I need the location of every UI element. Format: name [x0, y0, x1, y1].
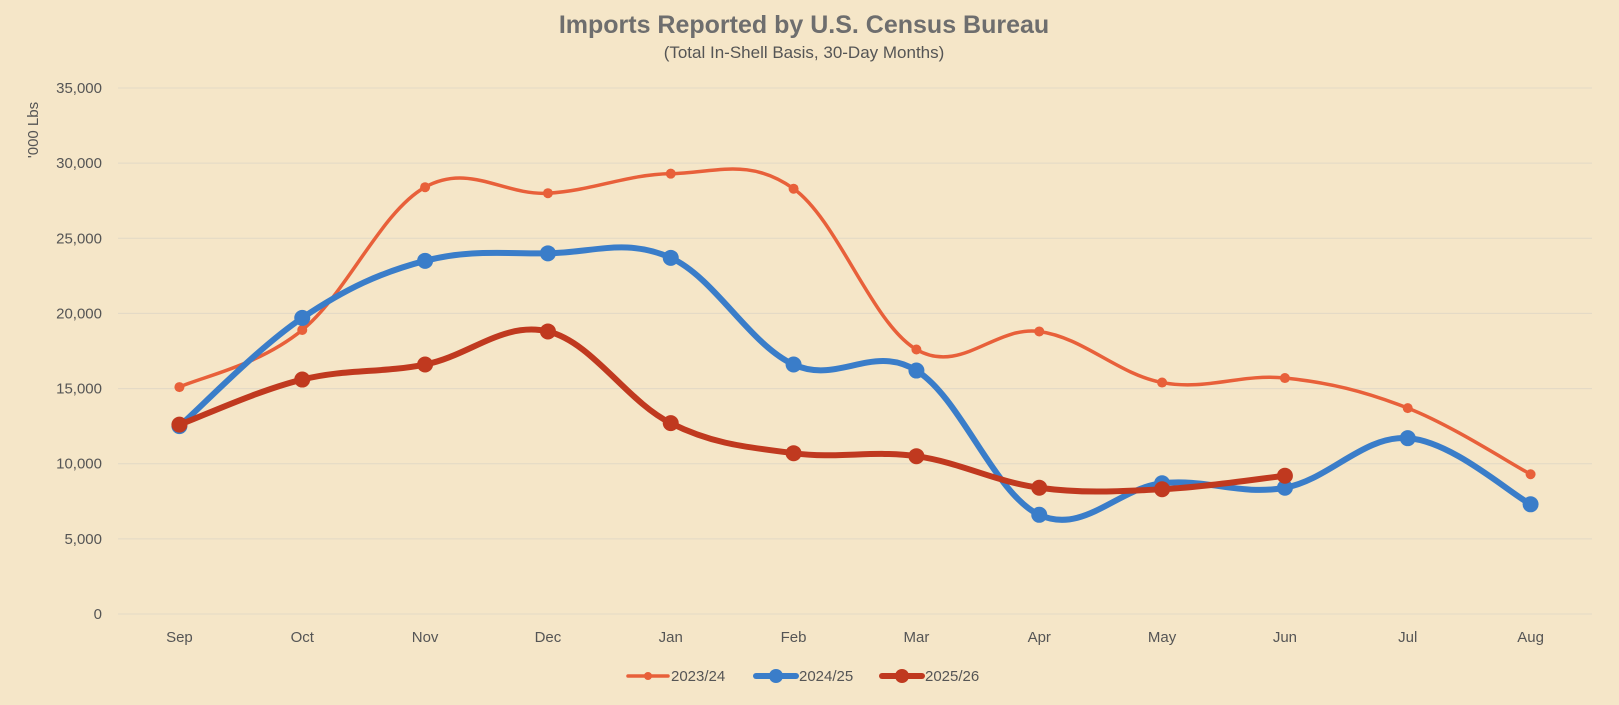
legend-marker [644, 672, 652, 680]
x-tick-label: May [1148, 629, 1177, 646]
data-point [1276, 479, 1293, 496]
y-tick-label: 0 [94, 606, 102, 623]
data-point [417, 356, 434, 373]
data-point [788, 183, 799, 194]
data-point [1276, 467, 1293, 484]
x-tick-label: Oct [291, 629, 315, 646]
y-tick-label: 35,000 [56, 80, 102, 97]
chart-subtitle: (Total In-Shell Basis, 30-Day Months) [664, 43, 945, 62]
data-point [417, 252, 434, 269]
data-point [174, 382, 185, 393]
grid-lines [118, 87, 1592, 615]
data-point [1399, 430, 1416, 447]
series-2025-26 [171, 323, 1293, 498]
data-point [1031, 506, 1048, 523]
legend-item: 2024/25 [753, 668, 853, 685]
x-tick-label: Jan [659, 629, 683, 646]
x-tick-label: Aug [1517, 629, 1544, 646]
data-point [1154, 481, 1171, 498]
data-point [294, 371, 311, 388]
x-tick-label: Dec [535, 629, 562, 646]
x-tick-label: Jun [1273, 629, 1297, 646]
y-axis-ticks: 0 5,000 10,000 15,000 20,000 25,000 30,000 35,0… [56, 80, 102, 623]
data-point [1402, 403, 1413, 414]
y-tick-label: 20,000 [56, 305, 102, 322]
data-point [420, 182, 431, 193]
x-axis-ticks: Sep Oct Nov Dec Jan Feb Mar Apr May Jun Jul Aug [166, 629, 1544, 646]
x-tick-label: Nov [412, 629, 439, 646]
data-point [908, 362, 925, 379]
data-point [785, 356, 802, 373]
y-tick-label: 15,000 [56, 381, 102, 398]
series-line [176, 326, 1288, 495]
y-tick-label: 10,000 [56, 456, 102, 473]
data-point [911, 344, 922, 355]
data-point [1034, 326, 1045, 337]
legend-item: 2025/26 [879, 668, 979, 685]
legend-label: 2023/24 [671, 668, 725, 685]
legend-marker [895, 669, 909, 683]
legend-label: 2024/25 [799, 668, 853, 685]
series-group [171, 167, 1539, 523]
data-point [1279, 373, 1290, 384]
data-point [539, 323, 556, 340]
legend-item: 2023/24 [626, 668, 725, 685]
data-point [294, 309, 311, 326]
data-point [1522, 496, 1539, 513]
data-point [171, 416, 188, 433]
series-2024-25 [171, 244, 1539, 523]
data-point [297, 324, 308, 335]
data-point [908, 448, 925, 465]
data-point [662, 415, 679, 432]
x-tick-label: Feb [781, 629, 807, 646]
legend: 2023/24 2024/25 2025/26 [626, 668, 979, 685]
data-point [785, 445, 802, 462]
data-point [542, 188, 553, 199]
series-2023-24 [174, 167, 1536, 480]
legend-marker [769, 669, 783, 683]
data-point [662, 249, 679, 266]
data-point [1157, 377, 1168, 388]
data-point [1031, 479, 1048, 496]
x-tick-label: Jul [1398, 629, 1417, 646]
y-axis-label: '000 Lbs [25, 102, 42, 158]
series-line [177, 167, 1533, 476]
y-tick-label: 5,000 [64, 531, 102, 548]
chart-title: Imports Reported by U.S. Census Bureau [559, 11, 1049, 39]
x-tick-label: Sep [166, 629, 193, 646]
data-point [665, 168, 676, 179]
x-tick-label: Apr [1028, 629, 1051, 646]
data-point [539, 245, 556, 262]
y-tick-label: 25,000 [56, 230, 102, 247]
x-tick-label: Mar [903, 629, 929, 646]
y-tick-label: 30,000 [56, 155, 102, 172]
data-point [1525, 469, 1536, 480]
legend-label: 2025/26 [925, 668, 979, 685]
